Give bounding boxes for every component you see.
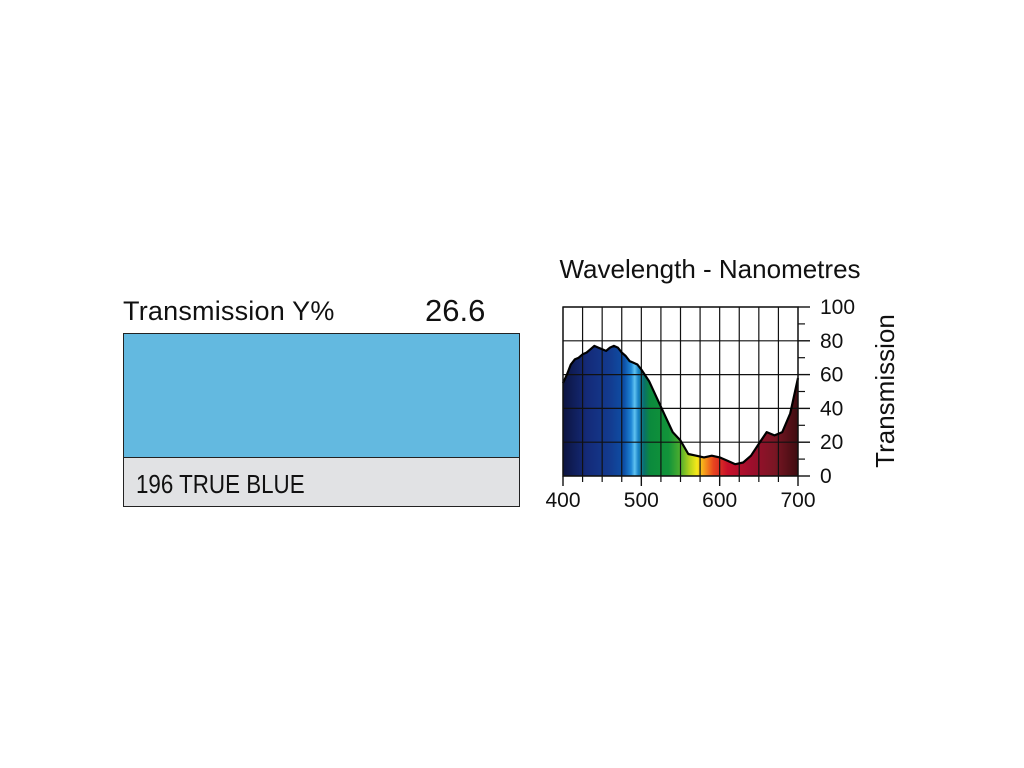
x-tick-label: 600 (702, 489, 737, 512)
filter-name: 196 TRUE BLUE (136, 469, 305, 499)
transmission-curve (562, 344, 800, 466)
transmission-label: Transmission Y% (123, 296, 335, 326)
y-tick-label: 100 (820, 296, 855, 319)
filter-swatch-panel: Transmission Y% 26.6 196 TRUE BLUE (123, 293, 520, 508)
chart-title: Wavelength - Nanometres (559, 254, 860, 284)
y-tick-label: 20 (820, 431, 843, 454)
x-tick-label: 500 (624, 489, 659, 512)
x-tick-label: 400 (545, 489, 580, 512)
filter-name-bar: 196 TRUE BLUE (123, 457, 520, 507)
y-tick-label: 0 (820, 465, 832, 488)
transmission-value: 26.6 (425, 293, 486, 328)
y-tick-label: 40 (820, 397, 843, 420)
y-axis-label: Transmission (870, 314, 900, 468)
x-tick-label: 700 (780, 489, 815, 512)
y-tick-label: 80 (820, 330, 843, 353)
y-tick-label: 60 (820, 364, 843, 387)
color-swatch (123, 333, 520, 458)
